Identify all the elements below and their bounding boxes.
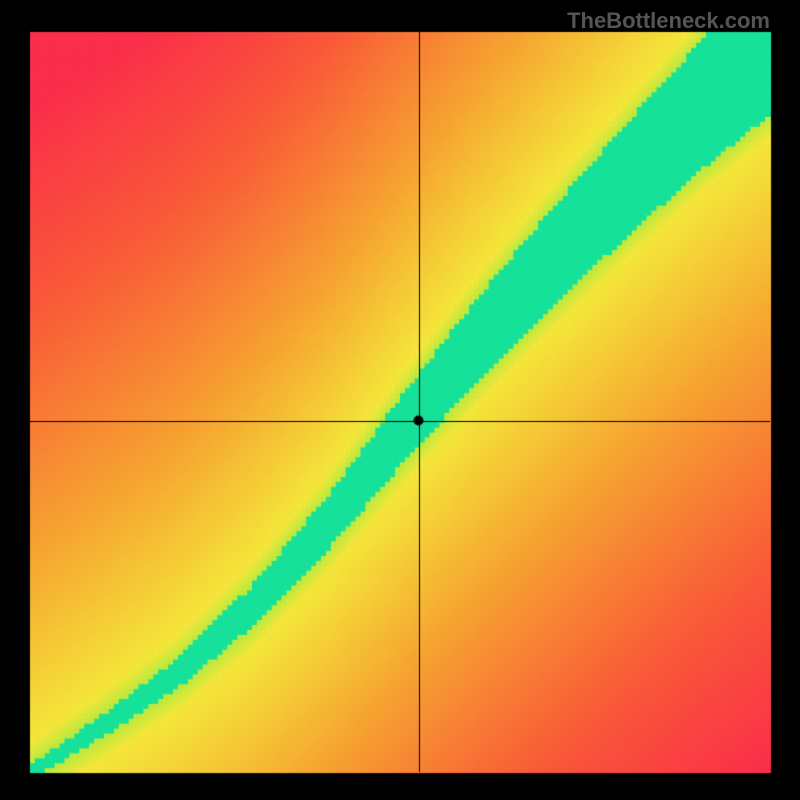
chart-container: { "watermark": { "text": "TheBottleneck.… [0,0,800,800]
watermark-text: TheBottleneck.com [567,8,770,34]
bottleneck-heatmap [0,0,800,800]
